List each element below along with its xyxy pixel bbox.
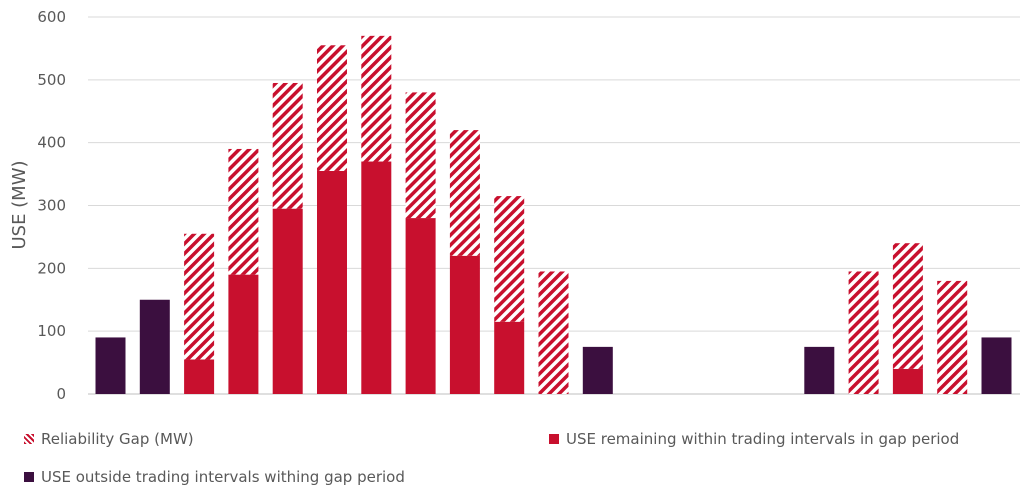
bar-reliability-gap <box>184 233 215 360</box>
legend-item-use-outside: USE outside trading intervals withing ga… <box>24 468 405 486</box>
legend-label-reliability-gap: Reliability Gap (MW) <box>41 430 194 448</box>
bar-reliability-gap <box>892 243 923 369</box>
bar-reliability-gap <box>361 35 392 162</box>
stacked-bar-chart: 0 100 200 300 400 500 600 USE (MW) <box>9 8 1020 403</box>
y-tick-label: 0 <box>56 385 66 403</box>
bar-use-remaining <box>184 359 215 394</box>
bar-use-remaining <box>272 208 303 394</box>
bar-use-remaining <box>892 368 923 394</box>
bar-reliability-gap <box>538 271 569 394</box>
red-swatch-icon <box>549 434 559 444</box>
legend-label-use-remaining: USE remaining within trading intervals i… <box>566 430 960 448</box>
bar-use-outside <box>582 346 613 394</box>
y-tick-label: 300 <box>37 197 66 215</box>
bar-use-remaining <box>317 170 347 394</box>
bar-use-remaining <box>449 255 480 394</box>
bar-reliability-gap <box>848 271 879 394</box>
bar-use-remaining <box>405 218 436 394</box>
y-axis-title: USE (MW) <box>9 160 30 249</box>
bar-use-remaining <box>494 321 525 394</box>
bar-use-outside <box>139 299 170 394</box>
bar-reliability-gap <box>228 148 259 275</box>
y-tick-label: 500 <box>37 71 66 89</box>
legend-label-use-outside: USE outside trading intervals withing ga… <box>41 468 405 486</box>
bar-reliability-gap <box>449 130 480 256</box>
bar-reliability-gap <box>317 45 347 171</box>
bar-reliability-gap <box>405 92 436 219</box>
bar-use-remaining <box>228 274 259 394</box>
bar-use-outside <box>981 337 1012 394</box>
y-tick-label: 600 <box>37 8 66 26</box>
purple-swatch-icon <box>24 472 34 482</box>
y-tick-label: 100 <box>37 322 66 340</box>
hatched-swatch-icon <box>24 434 34 444</box>
y-tick-label: 400 <box>37 134 66 152</box>
bar-reliability-gap <box>494 196 525 322</box>
legend-item-reliability-gap: Reliability Gap (MW) <box>24 430 194 448</box>
bar-use-remaining <box>361 161 392 394</box>
bar-use-outside <box>804 346 835 394</box>
legend-item-use-remaining: USE remaining within trading intervals i… <box>549 430 959 448</box>
bar-use-outside <box>95 337 126 394</box>
bar-reliability-gap <box>272 82 303 209</box>
y-tick-label: 200 <box>37 259 66 277</box>
bar-reliability-gap <box>937 280 968 394</box>
